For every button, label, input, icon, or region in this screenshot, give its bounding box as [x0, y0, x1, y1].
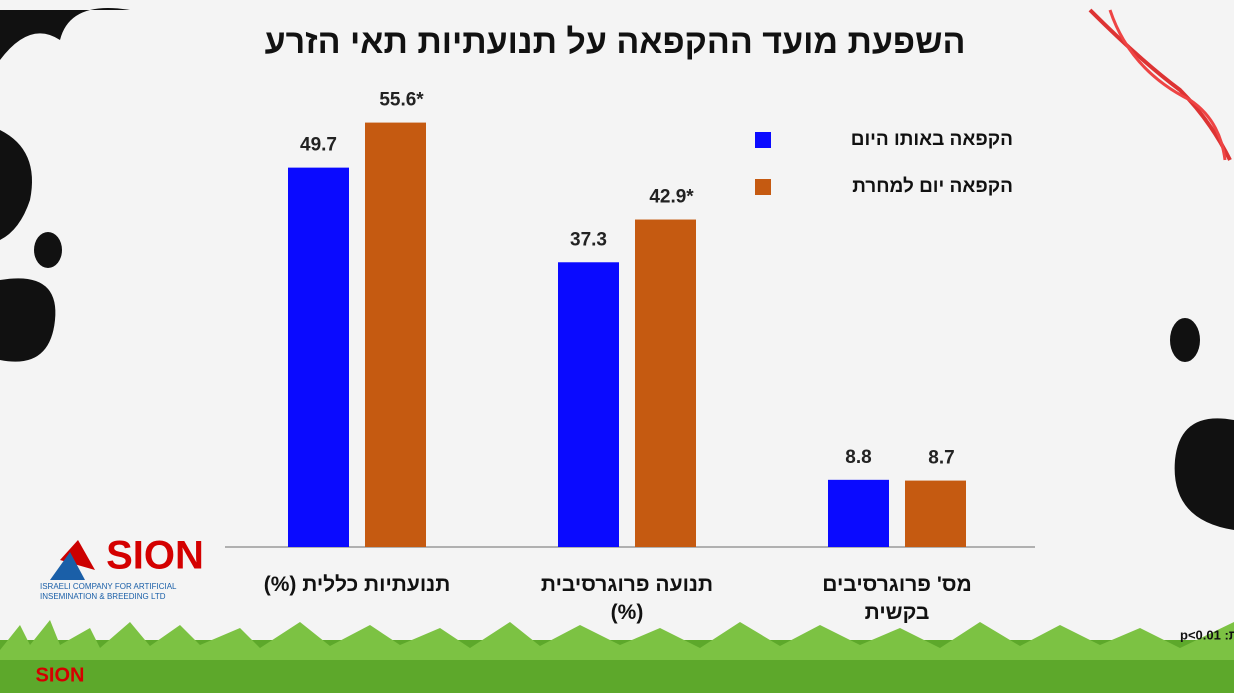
footer-logo: SION: [36, 664, 85, 686]
x-tick-label: תנועתיות כללית (%): [263, 573, 451, 596]
value-label: 8.8: [845, 447, 871, 468]
legend-label: הקפאה באותו היום: [851, 129, 1013, 150]
chart-title: השפעת מועד ההקפאה על תנועתיות תאי הזרע: [265, 23, 966, 61]
bar: [635, 219, 696, 547]
bar: [828, 479, 889, 547]
value-label: 37.3: [570, 229, 607, 250]
legend-label: הקפאה יום למחרת: [852, 176, 1013, 197]
bar: [905, 480, 966, 547]
legend-swatch: [755, 132, 771, 148]
decor: [0, 8, 1234, 693]
value-label: 55.6*: [379, 90, 424, 111]
bar: [365, 122, 426, 547]
legend-swatch: [755, 179, 771, 195]
logo-subtitle-box: ISRAELI COMPANY FOR ARTIFICIAL INSEMINAT…: [40, 582, 177, 601]
value-label: 49.7: [300, 135, 337, 156]
value-label: 8.7: [928, 448, 954, 469]
x-tick-label: תנועה פרוגרסיבית (%): [540, 573, 714, 624]
value-label: 42.9*: [649, 187, 694, 208]
x-tick-label: מס' פרוגרסיבים בקשית: [822, 573, 972, 624]
bar: [558, 262, 619, 547]
logo-subtitle: ISRAELI COMPANY FOR ARTIFICIAL INSEMINAT…: [40, 582, 177, 601]
bar: [288, 167, 349, 547]
logo-name: SION: [106, 534, 204, 578]
footnote: * מובהקות: p<0.01: [1180, 627, 1234, 642]
